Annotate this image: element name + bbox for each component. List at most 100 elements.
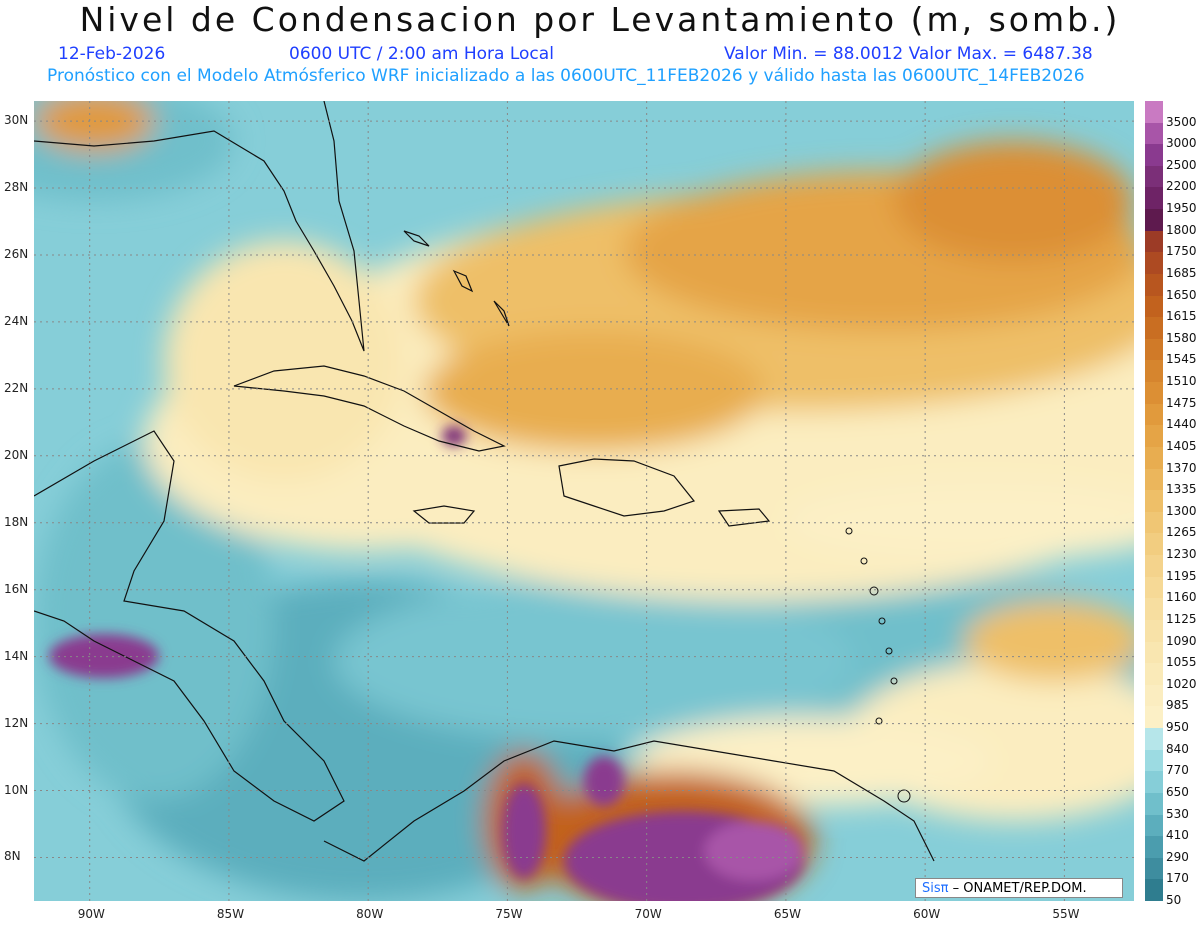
lat-tick-label: 22N: [4, 380, 29, 395]
colorbar-label: 2500: [1166, 157, 1197, 172]
colorbar-swatch: [1145, 728, 1163, 751]
colorbar-label: 1510: [1166, 374, 1197, 389]
sispi-logo: Sisπ: [922, 881, 949, 896]
colorbar-swatch: [1145, 295, 1163, 318]
lon-tick-label: 85W: [216, 907, 245, 921]
lat-tick-label: 26N: [4, 246, 29, 261]
gridlines: [34, 101, 1134, 901]
colorbar-swatch: [1145, 360, 1163, 383]
colorbar-label: 950: [1166, 720, 1189, 735]
chart-title: Nivel de Condensacion por Levantamiento …: [79, 0, 1121, 39]
colorbar-label: 50: [1166, 893, 1182, 907]
colorbar-label: 1950: [1166, 201, 1197, 216]
colorbar-swatch: [1145, 771, 1163, 794]
colorbar-label: 410: [1166, 828, 1189, 843]
colorbar-label: 1020: [1166, 676, 1197, 691]
colorbar-swatch: [1145, 165, 1163, 188]
colorbar-label: 1370: [1166, 460, 1197, 475]
colorbar-label: 1685: [1166, 265, 1197, 280]
colorbar-swatch: [1145, 555, 1163, 578]
colorbar-label: 1335: [1166, 482, 1197, 497]
colorbar-swatch: [1145, 273, 1163, 296]
colorbar-label: 1615: [1166, 309, 1197, 324]
colorbar-swatch: [1145, 836, 1163, 859]
colorbar-label: 1800: [1166, 222, 1197, 237]
colorbar-label: 3000: [1166, 136, 1197, 151]
lcl-map: [34, 101, 1134, 901]
colorbar-label: 770: [1166, 763, 1189, 778]
colorbar-swatch: [1145, 252, 1163, 275]
lat-tick-label: 8N: [4, 849, 21, 864]
colorbar-swatch: [1145, 122, 1163, 145]
colorbar-label: 530: [1166, 806, 1189, 821]
colorbar-label: 1650: [1166, 287, 1197, 302]
colorbar-label: 1090: [1166, 633, 1197, 648]
colorbar-swatch: [1145, 749, 1163, 772]
colorbar-label: 840: [1166, 741, 1189, 756]
forecast-date: 12-Feb-2026: [58, 44, 166, 64]
lon-tick-label: 70W: [634, 907, 662, 921]
colorbar-label: 170: [1166, 871, 1189, 886]
forecast-time: 0600 UTC / 2:00 am Hora Local: [289, 44, 554, 64]
lon-tick-label: 80W: [356, 907, 384, 921]
colorbar-swatch: [1145, 403, 1163, 426]
lesser-antilles: [845, 527, 911, 803]
lon-tick-label: 75W: [495, 907, 523, 921]
colorbar-swatch: [1145, 792, 1163, 815]
colorbar-swatch: [1145, 879, 1163, 902]
colorbar-swatch: [1145, 619, 1163, 642]
lat-tick-label: 24N: [4, 313, 29, 328]
colorbar-swatch: [1145, 533, 1163, 556]
lon-tick-label: 60W: [913, 907, 941, 921]
colorbar-label: 1545: [1166, 352, 1197, 367]
lat-tick-label: 12N: [4, 715, 29, 730]
colorbar-swatch: [1145, 446, 1163, 469]
colorbar-swatch: [1145, 230, 1163, 253]
min-max-values: Valor Min. = 88.0012 Valor Max. = 6487.3…: [724, 44, 1093, 64]
lon-tick-label: 65W: [773, 907, 802, 921]
colorbar-swatch: [1145, 663, 1163, 686]
colorbar-swatch: [1145, 468, 1163, 491]
colorbar-label: 985: [1166, 698, 1189, 713]
colorbar-swatch: [1145, 684, 1163, 707]
colorbar-swatch: [1145, 857, 1163, 880]
model-info: Pronóstico con el Modelo Atmósferico WRF…: [47, 66, 1085, 86]
colorbar-swatch: [1145, 706, 1163, 729]
colorbar-label: 3500: [1166, 114, 1197, 129]
coastlines: [34, 101, 935, 862]
colorbar-label: 1125: [1166, 611, 1197, 626]
map-canvas: [34, 101, 1134, 901]
colorbar-label: 2200: [1166, 179, 1197, 194]
colorbar-swatch: [1145, 101, 1163, 123]
colorbar-swatch: [1145, 490, 1163, 513]
colorbar-label: 1475: [1166, 395, 1197, 410]
colorbar-swatch: [1145, 382, 1163, 405]
lon-tick-label: 55W: [1052, 907, 1080, 921]
colorbar-label: 1300: [1166, 503, 1197, 518]
lat-tick-label: 10N: [4, 782, 29, 797]
colorbar-swatch: [1145, 209, 1163, 232]
colorbar-swatch: [1145, 144, 1163, 167]
credit-text: – ONAMET/REP.DOM.: [952, 881, 1087, 896]
colorbar-swatch: [1145, 576, 1163, 599]
colorbar-label: 1265: [1166, 525, 1197, 540]
credit-box: Sisπ – ONAMET/REP.DOM.: [915, 878, 1123, 898]
colorbar-label: 1580: [1166, 330, 1197, 345]
colorbar-label: 1055: [1166, 655, 1197, 670]
colorbar-swatch: [1145, 338, 1163, 361]
colorbar-label: 1750: [1166, 244, 1197, 259]
lat-tick-label: 18N: [4, 514, 29, 529]
colorbar-label: 1195: [1166, 568, 1197, 583]
colorbar-swatch: [1145, 187, 1163, 210]
colorbar-label: 1405: [1166, 438, 1197, 453]
lat-tick-label: 30N: [4, 113, 29, 128]
lon-tick-label: 90W: [77, 907, 105, 921]
lat-tick-label: 14N: [4, 648, 29, 663]
colorbar-swatch: [1145, 598, 1163, 621]
colorbar-label: 1160: [1166, 590, 1197, 605]
colorbar-label: 1230: [1166, 547, 1197, 562]
colorbar-swatch: [1145, 511, 1163, 534]
colorbar-swatch: [1145, 425, 1163, 448]
colorbar-label: 290: [1166, 849, 1189, 864]
lat-tick-label: 28N: [4, 180, 29, 195]
